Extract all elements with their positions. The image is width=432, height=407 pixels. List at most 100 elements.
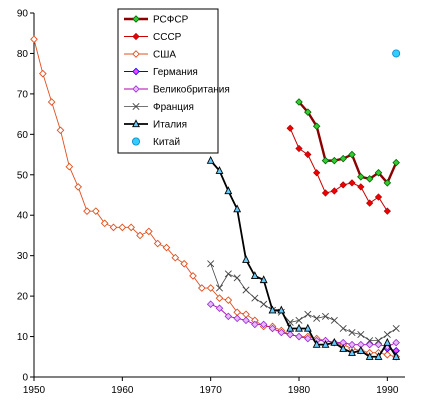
series-3-point (171, 253, 180, 262)
series-3-point (118, 223, 127, 232)
series-7-point (268, 305, 277, 314)
series-2-point (286, 124, 294, 132)
series-7-point (348, 348, 356, 356)
series-3-point (189, 272, 197, 280)
axes: 0 10 20 30 40 50 60 70 80 90 1950 1960 1970 1980 1990 (17, 9, 405, 396)
x-tick-label: 1990 (376, 385, 399, 396)
series-8-point (392, 49, 401, 58)
legend-marker (132, 32, 140, 41)
legend-label: Германия (153, 67, 198, 78)
series-2-point (357, 183, 365, 191)
y-tick-label: 40 (17, 211, 29, 222)
series-1-point (365, 175, 374, 183)
series-7-point (206, 155, 215, 164)
series-3-point (180, 259, 189, 268)
series-3-point (83, 207, 91, 216)
marker-stroke (242, 286, 250, 294)
series-3-point (136, 231, 144, 240)
series-3-point (100, 219, 109, 228)
series-7-point (392, 352, 401, 360)
marker-stroke (313, 314, 321, 322)
series-3-point (109, 223, 118, 232)
y-tick-label: 70 (17, 89, 29, 100)
x-tick-label: 1970 (200, 385, 223, 396)
series-3-point (162, 243, 171, 252)
series-3-point (74, 183, 83, 191)
series-7-point (259, 275, 268, 284)
marker-stroke (260, 300, 268, 308)
series-6-point (224, 270, 232, 278)
marker-stroke (348, 328, 356, 337)
series-6-point (366, 337, 374, 345)
marker-stroke (304, 310, 312, 318)
series-5-point (286, 330, 294, 339)
series-6-point (233, 274, 241, 282)
series-5-line (210, 303, 397, 348)
series-7-point (277, 305, 286, 314)
series-2-point (313, 169, 321, 177)
legend-label: США (153, 50, 176, 61)
series-7-line (209, 160, 397, 358)
series-6-point (339, 324, 347, 332)
series-1-point (392, 158, 400, 167)
series-3-point (91, 207, 100, 216)
series-5-point (259, 320, 268, 329)
y-tick-label: 60 (17, 130, 29, 141)
series-2 (286, 124, 391, 215)
series-2-point (339, 181, 347, 189)
series-5-point (215, 304, 224, 313)
legend-marker (132, 15, 140, 23)
series-6-line (210, 263, 397, 342)
series-8 (392, 49, 401, 58)
series-3-point (144, 227, 153, 236)
series-7-point (215, 166, 224, 174)
marker-stroke (392, 324, 400, 332)
series-7-point (365, 352, 374, 360)
legend-entry: Китай (131, 137, 180, 148)
legend-label: РСФСР (153, 15, 189, 26)
marker-stroke (366, 337, 374, 345)
y-tick-label: 0 (22, 373, 28, 384)
series-6-point (207, 260, 215, 268)
marker-stroke (330, 316, 338, 324)
legend-marker (132, 119, 140, 128)
x-tick-label: 1950 (23, 385, 46, 396)
series-2-point (383, 207, 391, 215)
series-5-point (304, 334, 312, 343)
series-3-point (65, 162, 74, 171)
series-1-line (298, 101, 398, 186)
marker-stroke (233, 274, 241, 282)
series-2-point (348, 179, 356, 187)
series-2-point (304, 150, 312, 159)
series-6-point (260, 300, 268, 308)
series-2-point (366, 199, 374, 207)
y-tick-label: 20 (17, 292, 29, 303)
series-3-point (197, 284, 206, 292)
series-6-point (392, 324, 400, 332)
legend-entry: Великобритания (124, 84, 230, 96)
series-1-point (374, 168, 383, 177)
series-3-point (127, 223, 136, 232)
legend-entry: США (124, 50, 176, 61)
series-6-point (313, 314, 321, 322)
series-5-point (224, 312, 233, 321)
series-2-point (330, 187, 338, 195)
series-1-point (321, 156, 330, 165)
legend-entry: Франция (124, 102, 194, 113)
series-3-point (38, 69, 47, 78)
series-2-line (289, 128, 388, 212)
marker-stroke (215, 284, 224, 292)
series-6-point (330, 316, 338, 324)
series-5-point (392, 338, 400, 347)
marker-stroke (321, 312, 330, 320)
marker-stroke (295, 316, 303, 324)
marker-stroke (374, 337, 383, 345)
y-tick-label: 90 (17, 9, 29, 20)
legend-marker (132, 67, 140, 76)
series-7-point (303, 323, 312, 332)
series-7-point (356, 346, 365, 354)
series-5-point (277, 328, 286, 337)
series-3-point (242, 310, 250, 319)
series-7-point (339, 343, 348, 352)
marker-stroke (251, 294, 259, 302)
